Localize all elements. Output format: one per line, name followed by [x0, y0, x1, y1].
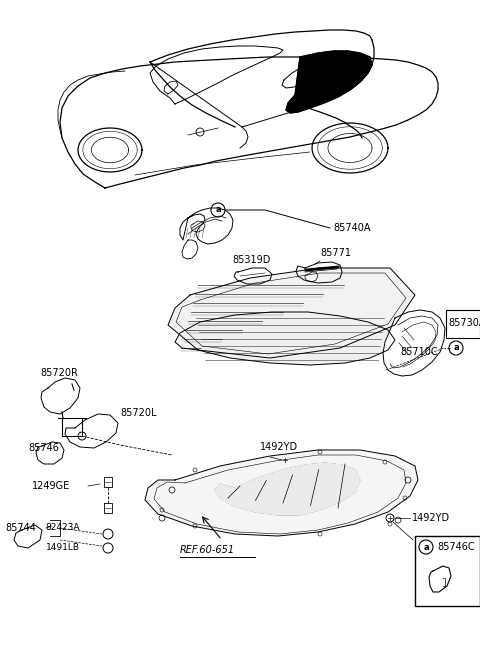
- Bar: [415, 536, 480, 606]
- Text: 85771: 85771: [320, 248, 351, 258]
- Text: 1491LB: 1491LB: [46, 544, 80, 553]
- Polygon shape: [168, 268, 415, 358]
- Polygon shape: [286, 51, 372, 113]
- Text: REF.60-651: REF.60-651: [180, 545, 235, 555]
- Text: 1492YD: 1492YD: [260, 442, 298, 452]
- Text: 85710C: 85710C: [400, 347, 438, 357]
- Polygon shape: [145, 450, 418, 536]
- Text: 85720L: 85720L: [120, 408, 156, 418]
- Polygon shape: [175, 312, 395, 365]
- Text: a: a: [423, 542, 429, 551]
- Text: 85740A: 85740A: [333, 223, 371, 233]
- Text: 1249GE: 1249GE: [32, 481, 70, 491]
- Polygon shape: [296, 262, 342, 283]
- Polygon shape: [234, 268, 272, 284]
- Bar: [446, 310, 480, 338]
- Text: 85746C: 85746C: [437, 542, 475, 552]
- Text: a: a: [215, 205, 221, 214]
- Text: a: a: [453, 344, 459, 352]
- Polygon shape: [383, 310, 445, 376]
- Text: 82423A: 82423A: [46, 524, 80, 532]
- Text: 85744: 85744: [5, 523, 36, 533]
- Text: 85746: 85746: [28, 443, 59, 453]
- Text: 85720R: 85720R: [40, 368, 78, 378]
- Text: 85319D: 85319D: [233, 255, 271, 265]
- Polygon shape: [180, 208, 233, 244]
- Text: 85730A: 85730A: [448, 318, 480, 328]
- Polygon shape: [215, 463, 360, 515]
- Text: 1492YD: 1492YD: [412, 513, 450, 523]
